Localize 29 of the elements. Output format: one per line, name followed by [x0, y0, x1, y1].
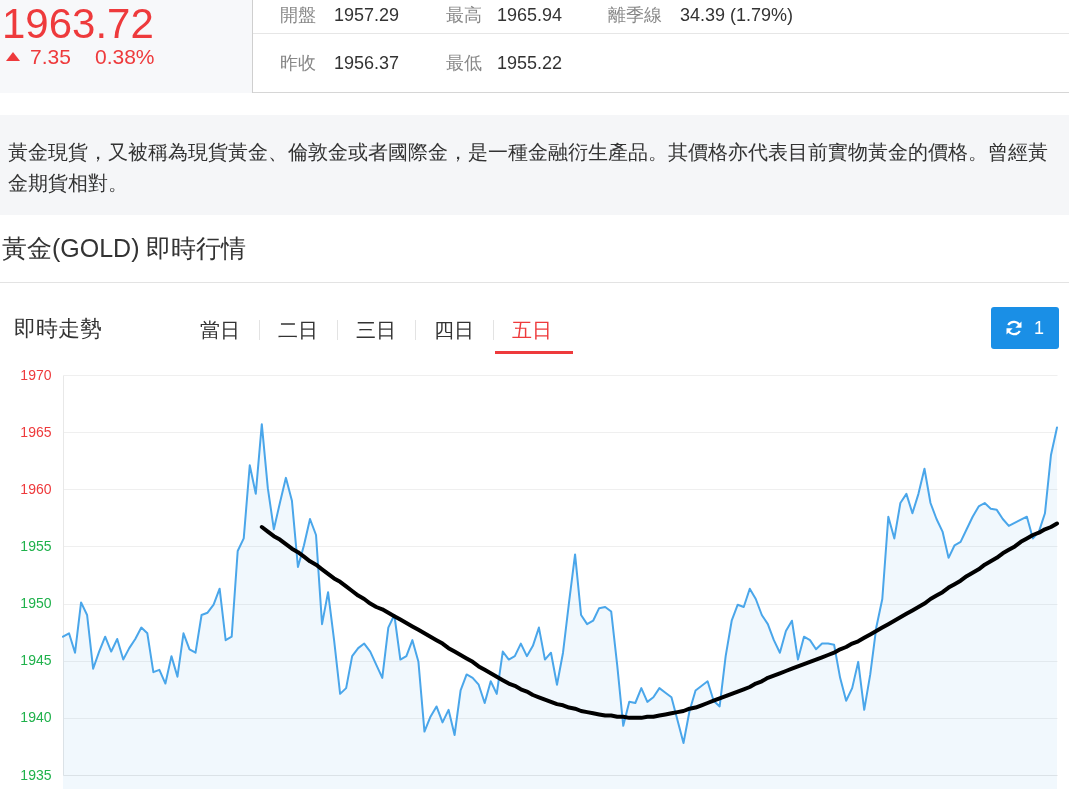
text: 四日 — [434, 318, 474, 343]
y-tick-label: 1950 — [20, 595, 52, 612]
text: 昨收 — [280, 52, 316, 74]
text: 離季線 — [608, 4, 662, 26]
text: 五日 — [512, 318, 552, 343]
text: 1955.22 — [497, 52, 563, 74]
chart-subtitle: 即時走勢 — [14, 315, 102, 343]
y-tick-label: 1965 — [20, 423, 52, 440]
text: 三日 — [356, 318, 396, 343]
y-tick-label: 1960 — [20, 480, 52, 497]
line-series — [259, 521, 1059, 720]
text: 1956.37 — [334, 52, 400, 74]
text: 1957.29 — [334, 4, 400, 26]
price-panel: 1963.72 7.35 0.38% — [0, 0, 253, 93]
text: 最低 — [446, 52, 482, 74]
text: 1965.94 — [497, 4, 563, 26]
text: 二日 — [278, 318, 318, 343]
y-tick-label: 1945 — [20, 652, 52, 669]
text: 開盤 — [280, 4, 316, 26]
y-tick-label: 1955 — [20, 537, 52, 554]
text: 當日 — [200, 318, 240, 343]
text: 最高 — [446, 4, 482, 26]
text: 黃金現貨，又被稱為現貨黃金、倫敦金或者國際金，是一種金融衍生產品。其價格亦代表目前實物黃金的價格。曾經黃金期貨相對。 — [8, 140, 1049, 196]
text: 34.39 (1.79%) — [680, 4, 794, 26]
y-tick-label: 1970 — [20, 366, 52, 383]
y-tick-label: 1940 — [20, 709, 52, 726]
refresh-button: 1 — [991, 307, 1059, 349]
y-tick-label: 1935 — [20, 766, 52, 783]
chart-title: 黃金(GOLD) 即時行情 — [2, 233, 247, 264]
